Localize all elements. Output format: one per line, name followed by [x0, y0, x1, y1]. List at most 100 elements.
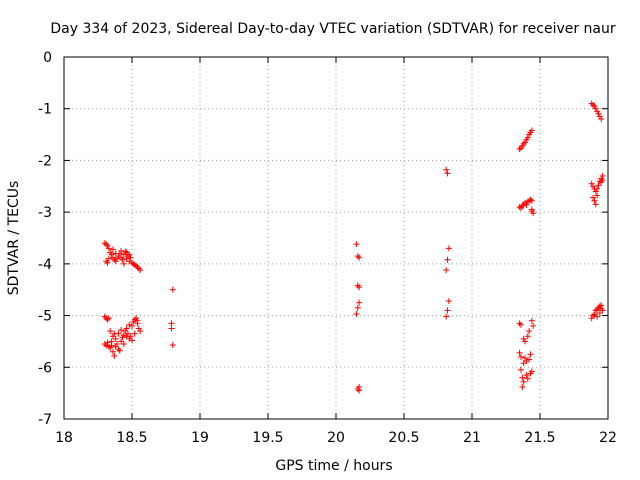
x-tick-label: 20.5 [388, 430, 419, 446]
data-point [104, 259, 111, 266]
data-point [519, 374, 526, 381]
data-point [524, 134, 531, 141]
data-point [124, 330, 131, 337]
data-point [119, 256, 126, 263]
data-point [169, 342, 176, 349]
data-point [137, 267, 144, 274]
x-tick-label: 21.5 [524, 430, 555, 446]
data-point [527, 351, 534, 358]
data-point [524, 333, 531, 340]
y-tick-label: -4 [38, 257, 52, 273]
data-point [519, 383, 526, 390]
x-axis-label: GPS time / hours [275, 458, 392, 474]
data-point [122, 328, 129, 335]
data-point [122, 248, 129, 255]
data-point [443, 166, 450, 173]
data-point [520, 335, 527, 342]
data-point [592, 188, 599, 195]
data-point [594, 185, 601, 192]
data-point [523, 372, 530, 379]
data-point [595, 110, 602, 117]
data-point [520, 378, 527, 385]
data-point [592, 201, 599, 208]
data-point [123, 255, 130, 262]
data-point [112, 335, 119, 342]
x-tick-label: 22 [599, 430, 617, 446]
data-point [137, 328, 144, 335]
data-point [353, 311, 360, 318]
data-point [527, 196, 534, 203]
data-point [109, 348, 116, 355]
data-point [120, 260, 127, 267]
data-point [108, 342, 115, 349]
data-point [596, 113, 603, 120]
data-point [109, 246, 116, 253]
data-point [354, 304, 361, 311]
data-point [126, 251, 133, 258]
data-point [168, 320, 175, 327]
x-tick-label: 20 [327, 430, 345, 446]
data-point [517, 366, 524, 373]
data-point [103, 342, 110, 349]
data-point [595, 182, 602, 189]
grid [64, 57, 608, 419]
data-point [123, 325, 130, 332]
data-point [443, 267, 450, 274]
data-point [104, 339, 111, 346]
data-point [445, 245, 452, 252]
data-point [112, 258, 119, 265]
data-point [112, 343, 119, 350]
data-point [118, 338, 125, 345]
y-tick-label: -3 [38, 205, 52, 221]
data-point [596, 309, 603, 316]
y-tick-label: -7 [38, 412, 52, 428]
data-point [526, 328, 533, 335]
data-point [516, 203, 523, 210]
data-point [520, 360, 527, 367]
ticks [63, 56, 609, 420]
data-point [445, 298, 452, 305]
data-point [528, 208, 535, 215]
data-point [129, 322, 135, 329]
data-point [588, 180, 595, 187]
data-point [590, 194, 597, 201]
data-point [590, 102, 597, 109]
data-point [523, 201, 530, 208]
data-point [120, 341, 127, 348]
data-point [598, 302, 605, 309]
data-point [588, 315, 595, 322]
data-point [127, 254, 134, 261]
data-point [528, 368, 535, 375]
data-point [528, 127, 535, 134]
data-point [105, 315, 112, 322]
y-axis-label: SDTVAR / TECUs [6, 181, 22, 296]
data-point [115, 330, 122, 337]
data-point [598, 116, 605, 123]
data-point [356, 284, 363, 291]
data-point [168, 325, 175, 332]
data-point [444, 170, 451, 177]
data-point [104, 242, 111, 249]
data-point [594, 108, 601, 115]
x-tick-label: 19.5 [252, 430, 283, 446]
y-tick-label: -5 [38, 309, 52, 325]
chart-title: Day 334 of 2023, Sidereal Day-to-day VTE… [50, 21, 616, 37]
data-point [105, 255, 112, 262]
data-point [120, 332, 127, 339]
data-point [135, 325, 142, 332]
data-point [109, 333, 116, 340]
data-point [133, 262, 140, 269]
x-tick-label: 18 [55, 430, 73, 446]
data-point [594, 313, 601, 320]
data-point [353, 241, 360, 248]
data-point [105, 343, 112, 350]
data-point [112, 250, 119, 257]
data-point [126, 321, 133, 328]
data-point [590, 183, 597, 190]
data-point [591, 103, 598, 110]
data-point [516, 146, 523, 153]
data-point [131, 330, 138, 337]
tick-labels: 18 18.5 19 19.5 20 20.5 21 21.5 22 0 -1 -2 -3 -4 -5 -6 -… [38, 50, 617, 446]
data-point [594, 192, 601, 199]
